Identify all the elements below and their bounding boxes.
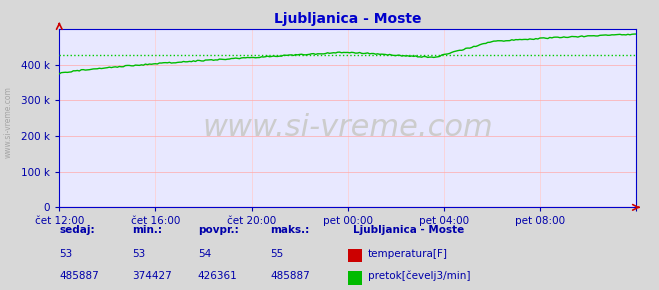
- Text: povpr.:: povpr.:: [198, 225, 239, 235]
- Text: www.si-vreme.com: www.si-vreme.com: [202, 113, 493, 142]
- Text: www.si-vreme.com: www.si-vreme.com: [3, 86, 13, 158]
- Text: 485887: 485887: [270, 271, 310, 281]
- Text: temperatura[F]: temperatura[F]: [368, 249, 447, 259]
- Text: 55: 55: [270, 249, 283, 259]
- Text: 54: 54: [198, 249, 211, 259]
- Text: 374427: 374427: [132, 271, 171, 281]
- Text: 53: 53: [132, 249, 145, 259]
- Text: min.:: min.:: [132, 225, 162, 235]
- Text: sedaj:: sedaj:: [59, 225, 95, 235]
- Text: Ljubljanica - Moste: Ljubljanica - Moste: [353, 225, 464, 235]
- Text: 426361: 426361: [198, 271, 237, 281]
- Title: Ljubljanica - Moste: Ljubljanica - Moste: [274, 12, 421, 26]
- Text: 485887: 485887: [59, 271, 99, 281]
- Text: 53: 53: [59, 249, 72, 259]
- Text: maks.:: maks.:: [270, 225, 310, 235]
- Text: pretok[čevelj3/min]: pretok[čevelj3/min]: [368, 271, 471, 281]
